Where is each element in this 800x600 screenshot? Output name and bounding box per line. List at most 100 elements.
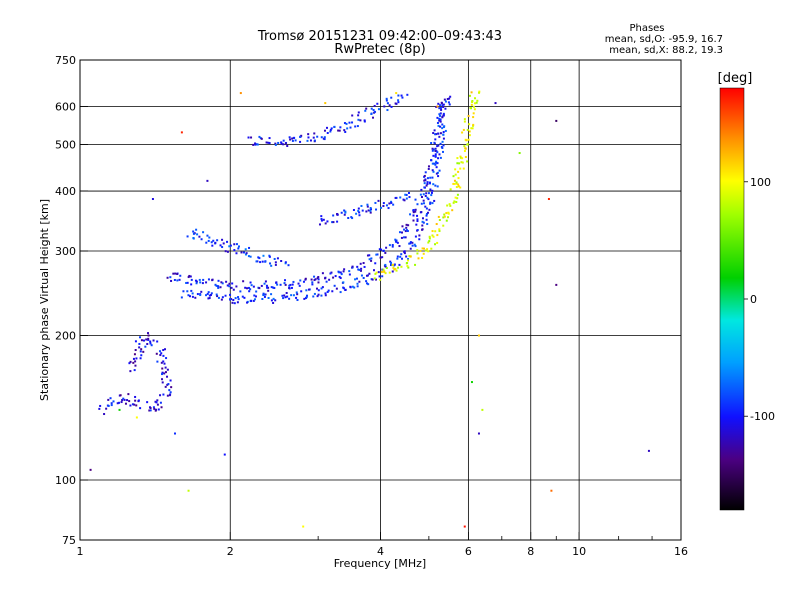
- echo-point: [366, 274, 369, 277]
- echo-point: [369, 209, 372, 212]
- echo-point: [163, 372, 166, 375]
- echo-point: [368, 272, 371, 275]
- echo-point: [317, 276, 320, 279]
- echo-point: [431, 202, 434, 205]
- echo-point: [422, 247, 425, 250]
- echo-point: [442, 126, 445, 129]
- echo-point: [368, 254, 371, 257]
- echo-point: [200, 238, 203, 241]
- echo-point: [129, 404, 132, 407]
- echo-point: [349, 126, 352, 129]
- echo-point: [229, 298, 232, 301]
- echo-point: [138, 342, 141, 345]
- echo-point: [408, 255, 411, 258]
- echo-point: [173, 432, 176, 435]
- echo-point: [379, 278, 382, 281]
- echo-point: [478, 91, 481, 94]
- echo-point: [449, 204, 452, 207]
- echo-point: [451, 209, 454, 212]
- echo-point: [263, 293, 266, 296]
- echo-point: [320, 287, 323, 290]
- echo-point: [161, 371, 164, 374]
- echo-point: [431, 162, 434, 165]
- colorbar-ticks: 100 0 -100: [744, 176, 775, 423]
- echo-point: [386, 102, 389, 105]
- echo-point: [452, 175, 455, 178]
- echo-point: [357, 114, 360, 117]
- echo-point: [421, 256, 424, 259]
- echo-point: [431, 169, 434, 172]
- echo-point: [129, 370, 132, 373]
- echo-point: [247, 286, 250, 289]
- echo-point: [323, 129, 326, 132]
- echo-point: [169, 276, 172, 279]
- echo-point: [119, 394, 122, 397]
- echo-point: [518, 152, 521, 155]
- echo-point: [447, 101, 450, 104]
- echo-point: [430, 191, 433, 194]
- echo-point: [338, 129, 341, 132]
- echo-point: [369, 207, 372, 210]
- echo-point: [400, 94, 403, 97]
- echo-point: [377, 199, 380, 202]
- echo-point: [331, 290, 334, 293]
- echo-point: [382, 202, 385, 205]
- echo-point: [432, 132, 435, 135]
- echo-point: [431, 189, 434, 192]
- echo-point: [211, 279, 214, 282]
- echo-point: [463, 118, 466, 121]
- echo-point: [332, 214, 335, 217]
- echo-point: [348, 270, 351, 273]
- echo-point: [196, 233, 199, 236]
- echo-point: [436, 185, 439, 188]
- echo-point: [438, 230, 441, 233]
- echo-point: [389, 260, 392, 263]
- echo-point: [241, 295, 244, 298]
- echo-point: [407, 258, 410, 261]
- echo-point: [215, 284, 218, 287]
- echo-point: [317, 281, 320, 284]
- echo-point: [288, 286, 291, 289]
- echo-point: [436, 121, 439, 124]
- echo-point: [458, 162, 461, 165]
- echo-point: [282, 297, 285, 300]
- echo-point: [164, 385, 167, 388]
- echo-point: [147, 337, 150, 340]
- echo-point: [436, 162, 439, 165]
- echo-point: [123, 398, 126, 401]
- echo-point: [375, 253, 378, 256]
- echo-point: [144, 345, 147, 348]
- echo-point: [472, 105, 475, 108]
- echo-point: [360, 204, 363, 207]
- echo-point: [395, 240, 398, 243]
- echo-point: [233, 249, 236, 252]
- echo-point: [370, 107, 373, 110]
- echo-point: [347, 217, 350, 220]
- echo-point: [440, 145, 443, 148]
- echo-point: [437, 102, 440, 105]
- echo-point: [391, 245, 394, 248]
- echo-point: [550, 489, 553, 492]
- echo-point: [443, 215, 446, 218]
- echo-point: [196, 293, 199, 296]
- echo-point: [261, 260, 264, 263]
- echo-point: [370, 112, 373, 115]
- echo-point: [440, 102, 443, 105]
- echo-point: [362, 262, 365, 265]
- echo-point: [170, 279, 173, 282]
- echo-point: [420, 188, 423, 191]
- echo-point: [398, 245, 401, 248]
- echo-point: [476, 99, 479, 102]
- echo-point: [268, 137, 271, 140]
- echo-point: [446, 98, 449, 101]
- echo-point: [454, 168, 457, 171]
- echo-point: [237, 247, 240, 250]
- echo-point: [555, 119, 558, 122]
- echo-point: [472, 112, 475, 115]
- echo-point: [307, 133, 310, 136]
- echo-point: [359, 269, 362, 272]
- echo-point: [424, 205, 427, 208]
- echo-point: [439, 106, 442, 109]
- echo-point: [284, 296, 287, 299]
- echo-point: [423, 182, 426, 185]
